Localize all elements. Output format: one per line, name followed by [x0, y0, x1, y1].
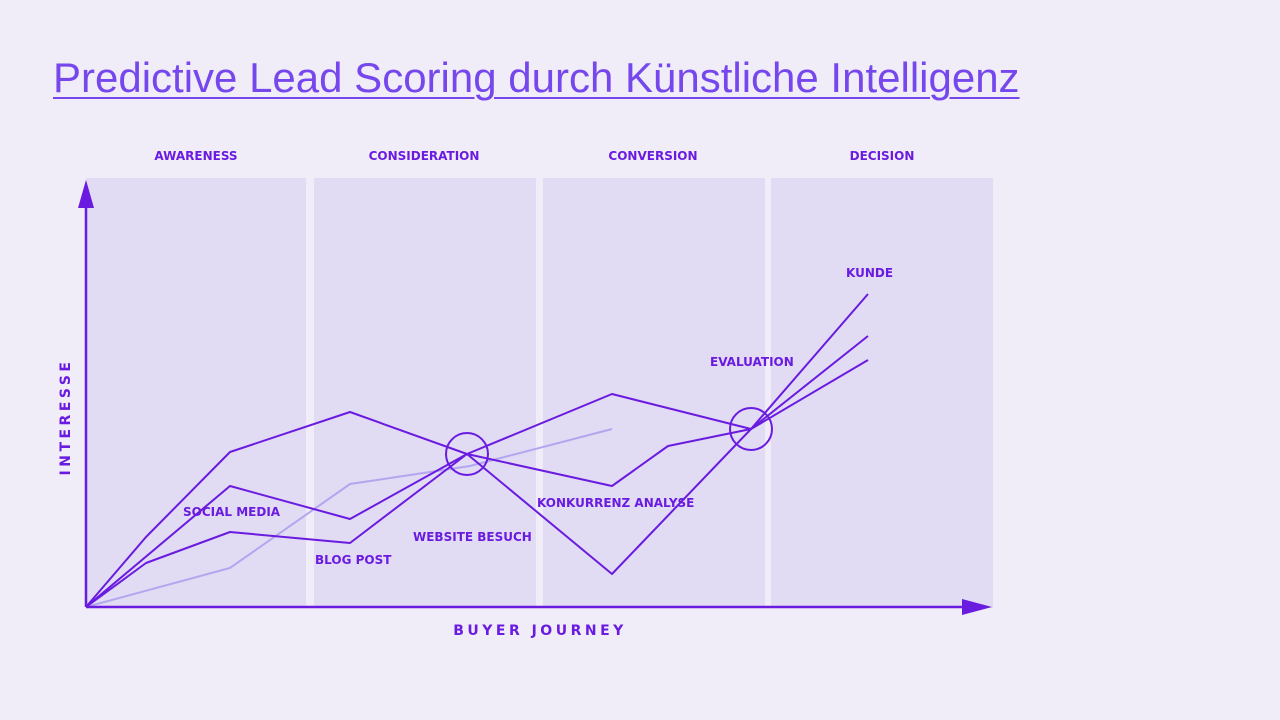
x-axis-label: BUYER JOURNEY: [453, 623, 627, 639]
event-label-social-media: SOCIAL MEDIA: [183, 505, 281, 519]
journey-path-faded: [85, 428, 613, 608]
event-label-website-besuch: WEBSITE BESUCH: [413, 530, 532, 544]
y-axis-label: INTERESSE: [58, 359, 74, 476]
event-label-konkurrenz-analyse: KONKURRENZ ANALYSE: [537, 496, 694, 510]
event-label-evaluation: EVALUATION: [710, 355, 794, 369]
journey-path-c: [85, 359, 869, 608]
event-label-blog-post: BLOG POST: [315, 553, 392, 567]
journey-path-a: [85, 293, 869, 608]
band-decision: [771, 178, 993, 608]
x-axis-arrow: [962, 599, 992, 615]
page-title[interactable]: Predictive Lead Scoring durch Künstliche…: [53, 54, 1020, 101]
journey-path-b: [85, 335, 869, 608]
band-conversion: [543, 178, 765, 608]
band-consideration: [314, 178, 536, 608]
stage-label-consideration: CONSIDERATION: [369, 149, 480, 163]
stage-label-conversion: CONVERSION: [608, 149, 697, 163]
event-label-kunde: KUNDE: [846, 266, 893, 280]
convergence-marker-evaluation: [729, 407, 773, 451]
stage-label-awareness: AWARENESS: [154, 149, 237, 163]
convergence-marker-website: [445, 432, 489, 476]
y-axis-arrow: [78, 180, 94, 208]
stage-label-decision: DECISION: [850, 149, 915, 163]
